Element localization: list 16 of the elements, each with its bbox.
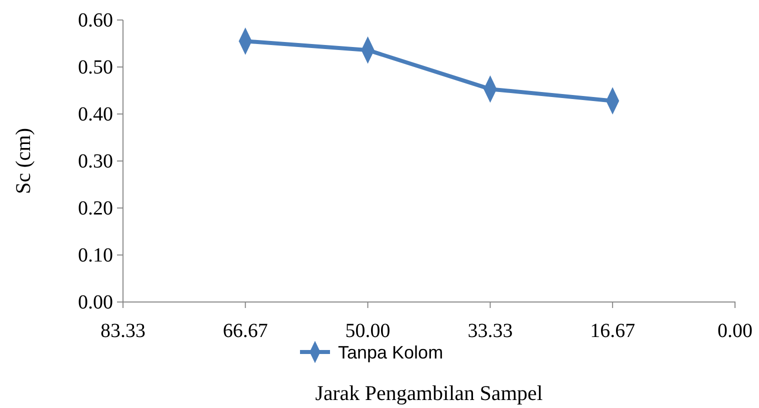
y-tick-label: 0.60: [78, 9, 113, 32]
y-tick-label: 0.00: [78, 291, 113, 314]
y-tick-label: 0.10: [78, 244, 113, 266]
x-tick-label: 0.00: [718, 320, 752, 342]
x-tick-label: 33.33: [468, 320, 513, 342]
x-tick-label: 66.67: [222, 320, 268, 342]
x-tick-label: 50.00: [345, 320, 390, 342]
x-tick-label: 83.33: [100, 320, 146, 342]
y-tick-label: 0.30: [78, 150, 113, 172]
legend-label: Tanpa Kolom: [338, 342, 444, 362]
y-tick-label: 0.50: [78, 56, 113, 78]
x-axis-title: Jarak Pengambilan Sampel: [315, 381, 543, 405]
y-tick-label: 0.40: [78, 103, 113, 126]
y-tick-label: 0.20: [78, 197, 113, 220]
x-tick-label: 16.67: [590, 320, 636, 342]
y-axis-title: Sc (cm): [11, 128, 35, 194]
